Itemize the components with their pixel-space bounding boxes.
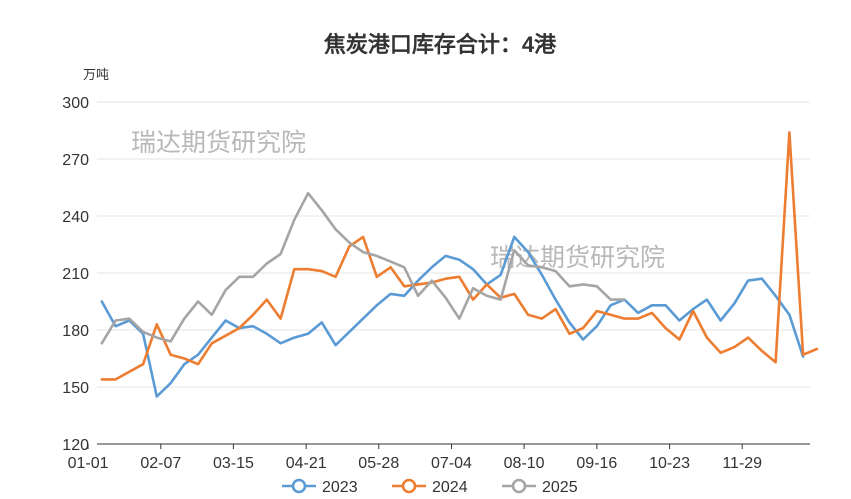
x-tick-label: 08-10 xyxy=(504,455,545,472)
watermark-2: 瑞达期货研究院 xyxy=(490,244,665,272)
x-tick-label: 05-28 xyxy=(358,455,399,472)
y-axis-ticks: 120 150 180 210 240 270 300 xyxy=(62,95,89,454)
y-tick-label: 300 xyxy=(62,95,89,112)
watermark-1: 瑞达期货研究院 xyxy=(131,129,306,157)
y-axis-unit: 万吨 xyxy=(83,67,109,82)
y-tick-label: 240 xyxy=(62,209,89,226)
y-tick-label: 180 xyxy=(62,323,89,340)
x-tick-label: 04-21 xyxy=(286,455,327,472)
y-tick-label: 210 xyxy=(62,266,89,283)
y-tick-label: 270 xyxy=(62,152,89,169)
y-tick-label: 150 xyxy=(62,380,89,397)
legend: 2023 2024 2025 xyxy=(282,478,578,496)
legend-marker-2024 xyxy=(401,478,417,494)
x-axis-ticks: 01-01 02-07 03-15 04-21 05-28 07-04 08-10 09-16… xyxy=(68,444,762,472)
series-line-2025 xyxy=(100,191,626,345)
x-tick-label: 09-16 xyxy=(576,455,617,472)
y-gridlines xyxy=(97,101,810,388)
y-tick-label: 120 xyxy=(62,437,89,454)
x-tick-label: 03-15 xyxy=(213,455,254,472)
x-tick-label: 02-07 xyxy=(140,455,181,472)
legend-label-2025: 2025 xyxy=(542,479,578,496)
chart-title: 焦炭港口库存合计：4港 xyxy=(323,32,557,57)
legend-marker-2023 xyxy=(291,478,307,494)
legend-marker-2025 xyxy=(511,478,527,494)
x-tick-label: 01-01 xyxy=(68,455,109,472)
x-tick-label: 10-23 xyxy=(649,455,690,472)
legend-label-2023: 2023 xyxy=(322,479,358,496)
x-tick-label: 07-04 xyxy=(431,455,472,472)
series-line-2023 xyxy=(100,235,805,398)
series-line-2024 xyxy=(100,131,819,381)
series-lines xyxy=(100,131,819,398)
legend-label-2024: 2024 xyxy=(432,479,468,496)
x-tick-label: 11-29 xyxy=(722,455,762,472)
